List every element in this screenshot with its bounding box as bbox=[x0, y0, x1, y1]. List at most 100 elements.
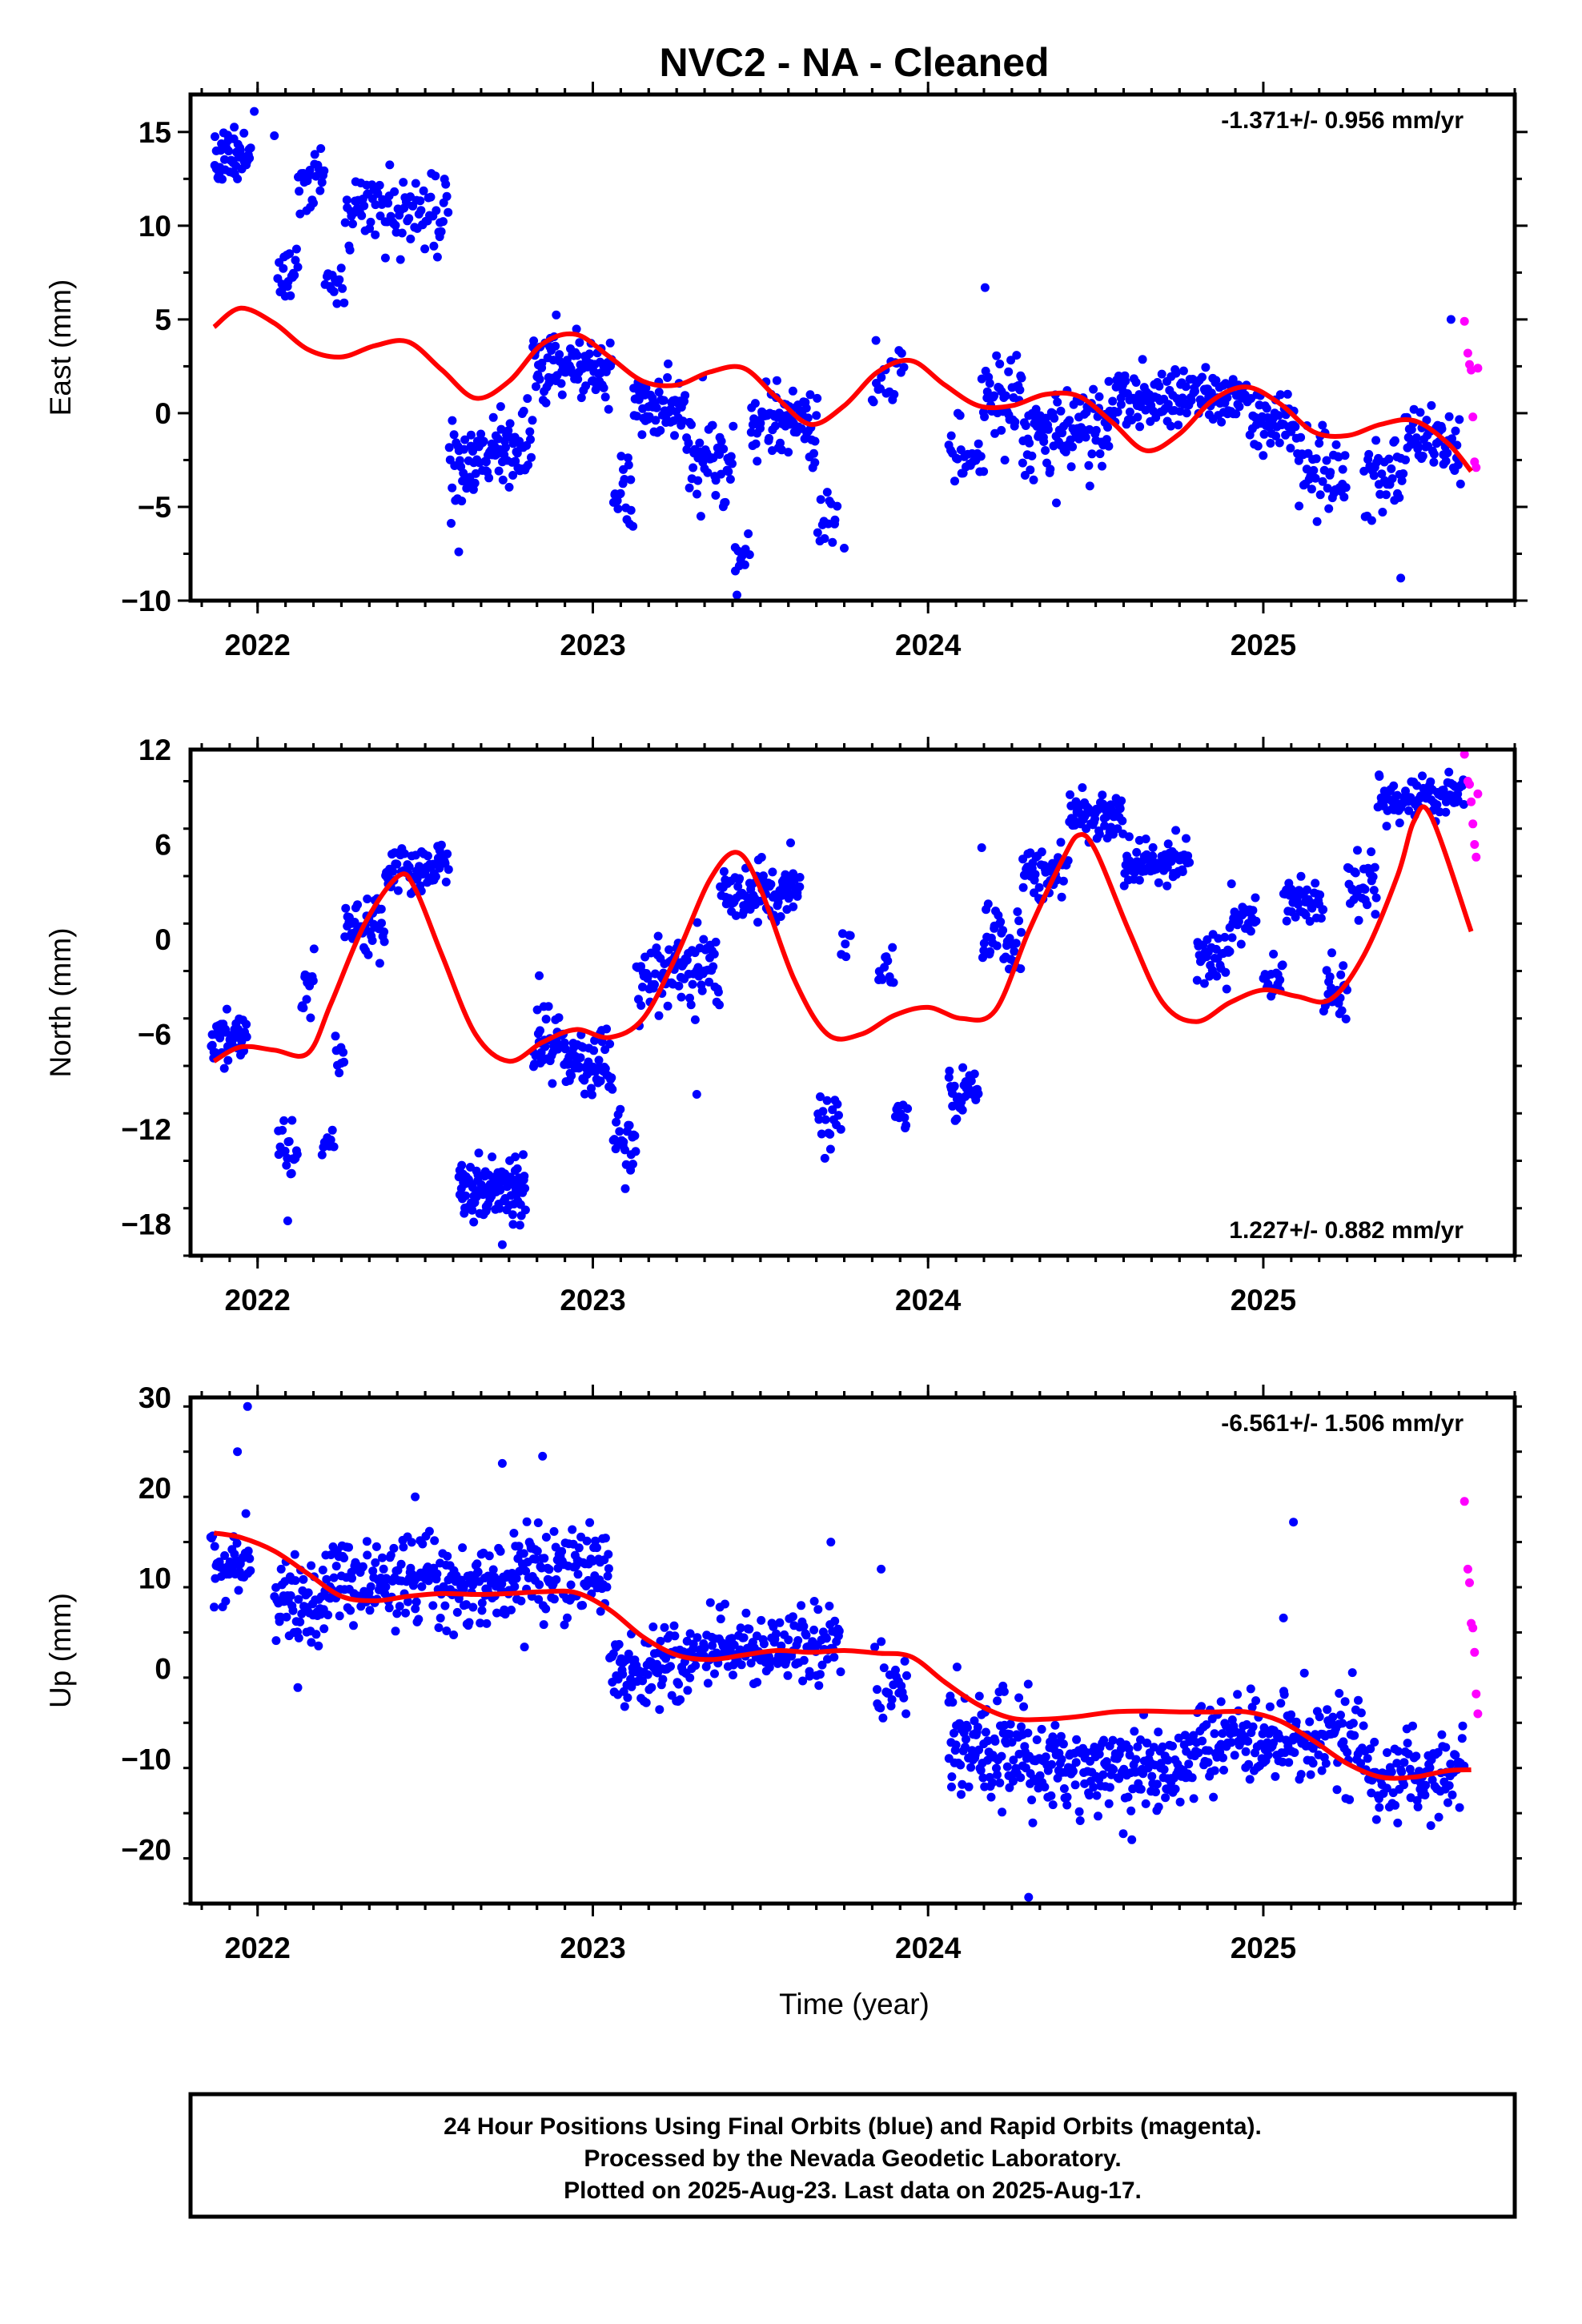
y-tick-label: −12 bbox=[121, 1113, 171, 1146]
final-point bbox=[288, 1606, 298, 1615]
final-point bbox=[279, 263, 288, 273]
final-point bbox=[805, 390, 815, 400]
final-point bbox=[552, 310, 561, 320]
north-y-axis-label: North (mm) bbox=[44, 927, 77, 1077]
final-point bbox=[1259, 451, 1268, 460]
final-point bbox=[950, 476, 959, 486]
final-point bbox=[1148, 851, 1158, 861]
final-point bbox=[988, 1778, 998, 1787]
final-point bbox=[379, 937, 389, 947]
final-point bbox=[1363, 900, 1372, 910]
final-point bbox=[512, 1574, 521, 1583]
final-point bbox=[1005, 1730, 1014, 1739]
final-point bbox=[795, 873, 805, 882]
final-point bbox=[652, 943, 661, 953]
final-point bbox=[1085, 481, 1094, 491]
final-point bbox=[709, 962, 718, 971]
final-point bbox=[1163, 400, 1173, 409]
final-point bbox=[443, 1551, 452, 1561]
final-point bbox=[773, 898, 783, 907]
final-point bbox=[1396, 573, 1406, 583]
final-point bbox=[292, 1149, 302, 1159]
y-tick-label: −20 bbox=[121, 1833, 171, 1866]
final-point bbox=[1014, 916, 1024, 926]
final-point bbox=[970, 1716, 979, 1726]
final-point bbox=[1198, 1736, 1207, 1746]
final-point bbox=[1446, 1759, 1456, 1769]
final-point bbox=[826, 1538, 836, 1547]
final-point bbox=[1221, 967, 1231, 977]
final-point bbox=[395, 1602, 404, 1611]
final-point bbox=[574, 1543, 584, 1553]
final-point bbox=[1001, 391, 1010, 400]
final-point bbox=[600, 1534, 610, 1543]
final-point bbox=[793, 891, 802, 901]
final-point bbox=[703, 1679, 713, 1688]
final-point bbox=[620, 1184, 630, 1193]
final-point bbox=[1296, 432, 1306, 442]
final-point bbox=[335, 275, 344, 284]
final-point bbox=[1455, 1803, 1464, 1812]
final-point bbox=[739, 1633, 749, 1642]
final-point bbox=[815, 1670, 825, 1679]
final-point bbox=[1245, 1775, 1255, 1784]
final-point bbox=[817, 1129, 826, 1139]
final-point bbox=[1009, 1755, 1018, 1765]
final-point bbox=[276, 1564, 286, 1574]
final-point bbox=[414, 1614, 424, 1624]
final-point bbox=[1371, 436, 1381, 445]
final-point bbox=[951, 1740, 961, 1750]
final-point bbox=[359, 201, 369, 211]
final-point bbox=[508, 1210, 517, 1220]
final-point bbox=[1201, 363, 1211, 372]
final-point bbox=[1070, 1780, 1080, 1790]
final-point bbox=[233, 1447, 243, 1457]
final-point bbox=[534, 1594, 544, 1604]
final-point bbox=[314, 1641, 323, 1651]
final-point bbox=[768, 867, 777, 877]
final-point bbox=[903, 1104, 913, 1113]
final-point bbox=[1395, 493, 1404, 502]
final-point bbox=[756, 418, 765, 428]
final-point bbox=[992, 1763, 1001, 1773]
final-point bbox=[822, 488, 832, 497]
final-point bbox=[998, 926, 1008, 935]
final-point bbox=[716, 1614, 725, 1624]
final-point bbox=[955, 411, 965, 420]
final-point bbox=[1094, 1750, 1104, 1759]
final-point bbox=[1315, 490, 1325, 500]
final-point bbox=[656, 1636, 665, 1646]
final-point bbox=[745, 550, 754, 560]
final-point bbox=[703, 468, 713, 477]
final-point bbox=[466, 430, 476, 440]
final-point bbox=[1437, 424, 1447, 434]
final-point bbox=[710, 1669, 719, 1679]
final-point bbox=[390, 187, 400, 196]
final-point bbox=[669, 1621, 679, 1630]
final-point bbox=[459, 468, 468, 478]
final-point bbox=[1189, 1731, 1199, 1740]
final-point bbox=[1444, 1781, 1454, 1791]
final-point bbox=[1274, 411, 1283, 420]
final-point bbox=[512, 1164, 522, 1173]
final-point bbox=[557, 390, 567, 400]
final-point bbox=[1087, 449, 1097, 459]
final-point bbox=[997, 1751, 1006, 1761]
final-point bbox=[556, 379, 566, 388]
final-point bbox=[442, 1626, 452, 1635]
rapid-point bbox=[1470, 1647, 1480, 1657]
final-point bbox=[1043, 424, 1053, 434]
final-point bbox=[363, 895, 372, 903]
final-point bbox=[1269, 949, 1279, 959]
final-point bbox=[1056, 406, 1066, 416]
final-point bbox=[429, 241, 439, 251]
final-point bbox=[319, 1624, 329, 1634]
final-point bbox=[1148, 842, 1158, 852]
rapid-point bbox=[1472, 463, 1481, 472]
rapid-point bbox=[1468, 1623, 1478, 1633]
final-point bbox=[1141, 834, 1150, 844]
final-point bbox=[729, 421, 738, 431]
final-point bbox=[1271, 1771, 1280, 1781]
final-point bbox=[424, 1576, 433, 1586]
final-point bbox=[1421, 1780, 1431, 1790]
